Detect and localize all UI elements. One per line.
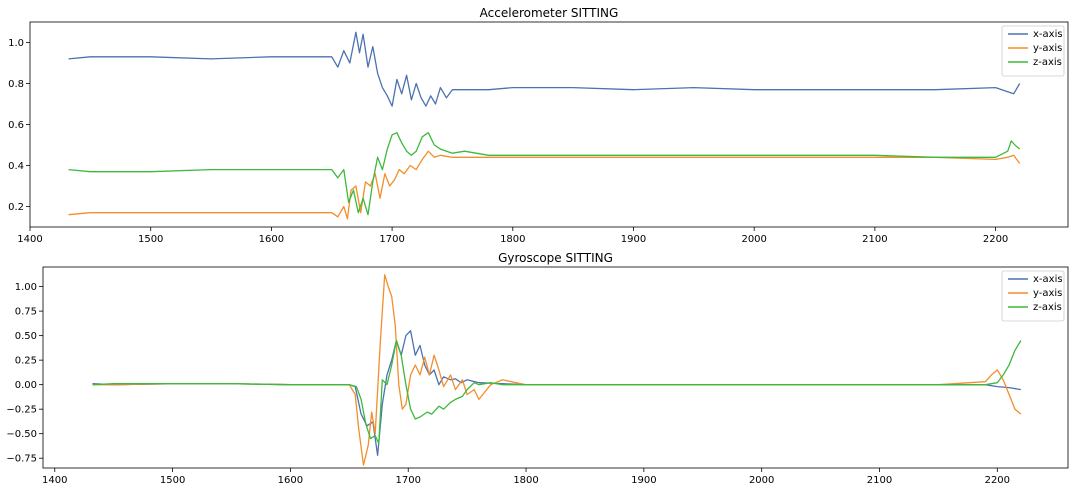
chart2-y-tick-label: 0.25 <box>15 356 37 367</box>
chart2-x-tick-label: 1400 <box>42 475 67 486</box>
chart2-plot-frame <box>42 266 1069 469</box>
chart1-x-tick-label: 1800 <box>500 234 525 245</box>
chart1-x-tick-label: 1400 <box>17 234 42 245</box>
chart1-x-tick-label: 2200 <box>983 234 1008 245</box>
chart2-x-tick-label: 1600 <box>278 475 303 486</box>
chart1-x-tick-label: 2100 <box>862 234 887 245</box>
chart1-series-z-axis <box>68 132 1021 216</box>
chart1-title: Accelerometer SITTING <box>480 6 619 20</box>
chart2-x-tick-label: 1800 <box>513 475 538 486</box>
chart1-x-tick-label: 1900 <box>621 234 646 245</box>
chart1-legend-label-z-axis: z-axis <box>1033 57 1062 68</box>
chart1-y-tick-label: 1.0 <box>8 38 24 49</box>
chart2-y-tick-label: 0.75 <box>15 307 37 318</box>
chart1-series-x-axis <box>68 31 1021 107</box>
chart2-legend-box <box>1001 270 1065 322</box>
chart2-y-tick-label: −0.75 <box>6 454 37 465</box>
chart1-x-tick-label: 1600 <box>259 234 284 245</box>
chart1-x-tick-label: 2000 <box>741 234 766 245</box>
chart2-y-tick-label: 1.00 <box>15 282 37 293</box>
chart2-y-tick-label: 0.00 <box>15 380 37 391</box>
chart1-y-tick-label: 0.8 <box>8 79 24 90</box>
chart2-x-tick-label: 1500 <box>160 475 185 486</box>
chart1-series-y-axis <box>68 150 1021 220</box>
chart1-y-tick-label: 0.6 <box>8 120 24 131</box>
chart2-legend-label-x-axis: x-axis <box>1033 274 1063 285</box>
chart2-x-tick-label: 2000 <box>749 475 774 486</box>
chart1-x-tick-label: 1500 <box>138 234 163 245</box>
chart1-plot-frame <box>29 21 1069 228</box>
chart2-x-tick-label: 1900 <box>631 475 656 486</box>
chart2-x-tick-label: 2200 <box>985 475 1010 486</box>
chart1-legend-box <box>1001 25 1065 77</box>
chart2-title: Gyroscope SITTING <box>498 251 613 265</box>
chart1-x-tick-label: 1700 <box>379 234 404 245</box>
chart2-series-z-axis <box>92 339 1022 445</box>
chart1-y-tick-label: 0.2 <box>8 202 24 213</box>
chart1-legend-label-y-axis: y-axis <box>1033 43 1062 54</box>
chart2-x-tick-label: 1700 <box>396 475 421 486</box>
chart1-legend-label-x-axis: x-axis <box>1033 29 1063 40</box>
chart1-y-tick-label: 0.4 <box>8 161 24 172</box>
chart2-x-tick-label: 2100 <box>867 475 892 486</box>
chart2-y-tick-label: −0.25 <box>6 405 37 416</box>
chart2-legend-label-y-axis: y-axis <box>1033 288 1062 299</box>
chart2-y-tick-label: −0.50 <box>6 429 37 440</box>
chart2-y-tick-label: 0.50 <box>15 331 37 342</box>
chart2-legend-label-z-axis: z-axis <box>1033 302 1062 313</box>
